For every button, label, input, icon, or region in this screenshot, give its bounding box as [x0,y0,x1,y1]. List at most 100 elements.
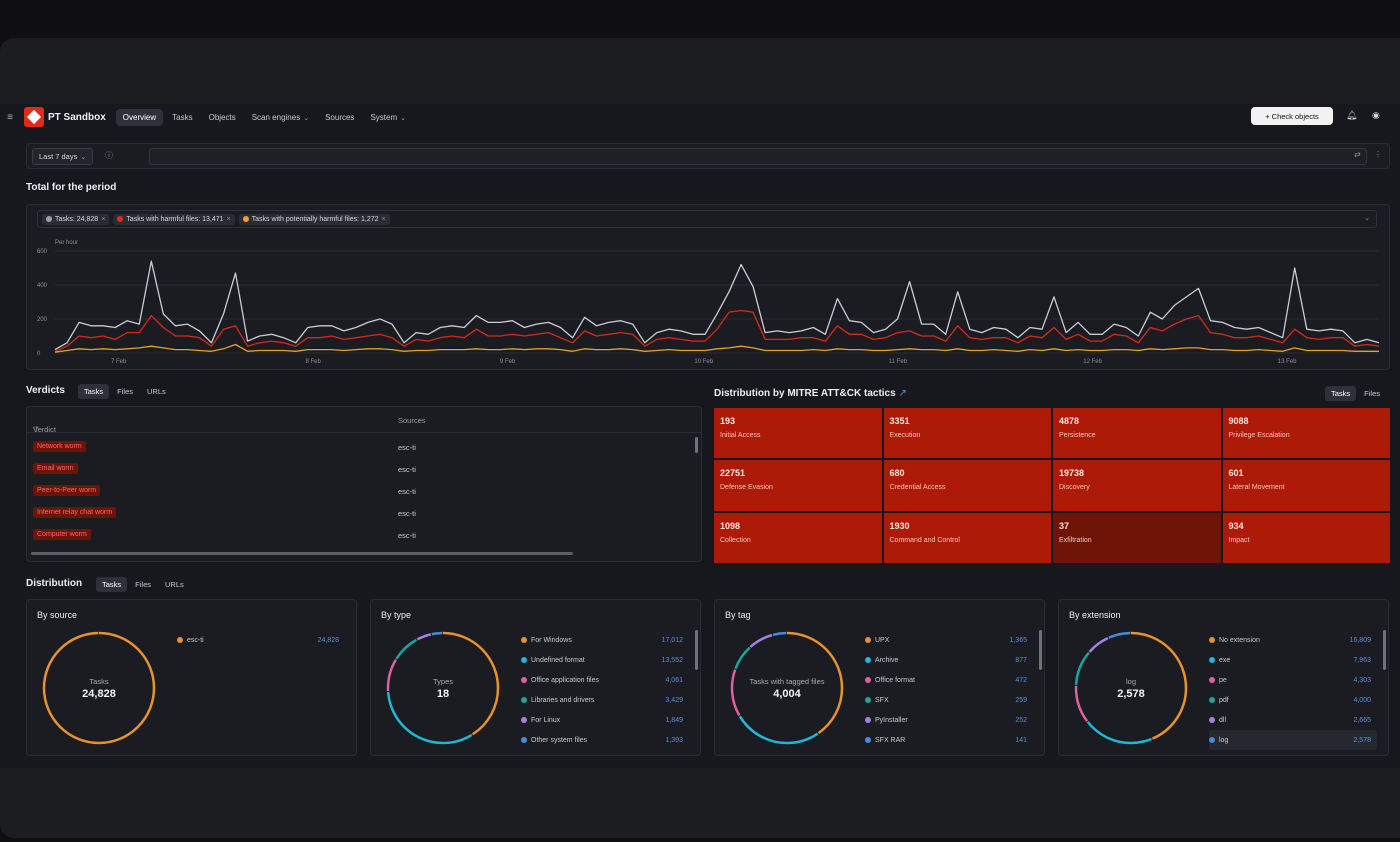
legend-item[interactable]: log 2,578 [1209,730,1377,750]
legend-item[interactable]: Office application files 4,061 [521,670,689,690]
legend-scrollbar[interactable] [1383,630,1386,670]
mitre-cell[interactable]: 19738 Discovery [1053,460,1221,511]
table-row[interactable]: Email worm esc-ti [27,459,701,481]
filter-icon[interactable]: ⊤ [33,425,40,434]
tab-files[interactable]: Files [117,387,134,396]
table-row[interactable]: Internet relay chat worm esc-ti [27,503,701,525]
legend-value[interactable]: 141 [1015,736,1027,744]
chevron-down-icon[interactable]: ⌄ [1364,215,1370,222]
legend-item[interactable]: Undefined format 13,552 [521,650,689,670]
mitre-cell[interactable]: 37 Exfiltration [1053,512,1221,563]
close-icon[interactable]: × [381,215,386,223]
legend-value[interactable]: 2,665 [1353,716,1371,724]
tab-tasks[interactable]: Tasks [96,577,128,592]
nav-tasks[interactable]: Tasks [172,112,193,122]
legend-dot-icon [865,737,871,743]
legend-value[interactable]: 13,552 [661,656,683,664]
donut-center-value: 4,004 [773,687,801,700]
legend-item[interactable]: No extension 16,809 [1209,630,1377,650]
mitre-cell[interactable]: 934 Impact [1222,512,1390,563]
filter-input[interactable] [149,148,1367,165]
legend-scrollbar[interactable] [695,630,698,670]
legend-value[interactable]: 17,012 [661,636,683,644]
nav-objects[interactable]: Objects [208,112,236,122]
legend-scrollbar[interactable] [1039,630,1042,670]
mitre-cell[interactable]: 4878 Persistence [1053,408,1221,459]
external-link-icon[interactable]: ↗ [898,388,907,399]
tab-tasks[interactable]: Tasks [1325,386,1357,401]
legend-value[interactable]: 2,578 [1353,736,1371,744]
mitre-cell[interactable]: 601 Lateral Movement [1222,460,1390,511]
legend-value[interactable]: 4,303 [1353,676,1371,684]
legend-item[interactable]: SFX 259 [865,690,1033,710]
x-tick-label: 8 Feb [305,359,321,365]
legend-value[interactable]: 7,963 [1353,656,1371,664]
legend-value[interactable]: 472 [1015,676,1027,684]
legend-item[interactable]: PyInstaller 252 [865,710,1033,730]
nav-sources[interactable]: Sources [325,112,355,122]
legend-value[interactable]: 16,809 [1349,636,1371,644]
check-objects-button[interactable]: + Check objects [1251,107,1333,125]
close-icon[interactable]: × [101,215,106,223]
legend-value[interactable]: 4,000 [1353,696,1371,704]
legend-value[interactable]: 1,365 [1009,636,1027,644]
legend-item[interactable]: Other system files 1,393 [521,730,689,750]
bell-icon[interactable]: 🔔︎ [1346,110,1358,120]
chip-potentially-harmful[interactable]: Tasks with potentially harmful files: 1,… [238,213,390,225]
legend-item[interactable]: UPX 1,365 [865,630,1033,650]
legend-item[interactable]: For Linux 1,849 [521,710,689,730]
legend-item[interactable]: Office format 472 [865,670,1033,690]
tab-urls[interactable]: URLs [165,580,184,589]
table-row[interactable]: Peer-to-Peer worm esc-ti [27,481,701,503]
mitre-cell[interactable]: 1098 Collection [714,512,882,563]
nav-scan-engines[interactable]: Scan engines ⌄ [251,112,310,122]
nav-system[interactable]: System ⌄ [370,112,406,122]
legend-item[interactable]: For Windows 17,012 [521,630,689,650]
table-row[interactable]: Network worm esc-ti [27,437,701,459]
legend-value[interactable]: 24,828 [317,636,339,644]
legend-item[interactable]: pdf 4,000 [1209,690,1377,710]
period-select[interactable]: Last 7 days ⌄ [32,148,94,165]
help-icon[interactable]: ◉ [1372,110,1380,120]
tab-files[interactable]: Files [1364,389,1381,398]
legend-item[interactable]: SFX RAR 141 [865,730,1033,750]
tab-files[interactable]: Files [135,580,152,589]
verdict-badge: Email worm [33,463,78,474]
legend-label: dll [1219,716,1227,724]
legend-value[interactable]: 1,393 [665,736,683,744]
donut-slice [42,631,156,745]
legend-item[interactable]: Archive 877 [865,650,1033,670]
mitre-cell[interactable]: 22751 Defense Evasion [714,460,882,511]
close-icon[interactable]: × [226,215,231,223]
legend-value[interactable]: 877 [1015,656,1027,664]
verdict-badge: Internet relay chat worm [33,507,117,518]
legend-item[interactable]: Libraries and drivers 3,429 [521,690,689,710]
filter-settings-icon[interactable]: ⇄ [1354,150,1361,159]
chip-tasks[interactable]: Tasks: 24,828 × [42,213,110,225]
chevron-down-icon: ⌄ [303,114,310,122]
vertical-scrollbar[interactable] [695,437,698,453]
legend-item[interactable]: dll 2,665 [1209,710,1377,730]
legend-value[interactable]: 4,061 [665,676,683,684]
tab-urls[interactable]: URLs [147,387,166,396]
legend-item[interactable]: exe 7,963 [1209,650,1377,670]
mitre-cell[interactable]: 3351 Execution [883,408,1051,459]
legend-value[interactable]: 252 [1015,716,1027,724]
mitre-cell[interactable]: 680 Credential Access [883,460,1051,511]
horizontal-scrollbar[interactable] [31,552,573,555]
nav-overview[interactable]: Overview [115,108,164,126]
hamburger-menu-icon[interactable]: ≡ [7,111,13,123]
legend-item[interactable]: pe 4,303 [1209,670,1377,690]
mitre-cell[interactable]: 9088 Privilege Escalation [1222,408,1390,459]
legend-value[interactable]: 259 [1015,696,1027,704]
mitre-cell[interactable]: 1930 Command and Control [883,512,1051,563]
legend-value[interactable]: 1,849 [665,716,683,724]
legend-item[interactable]: esc-ti 24,828 [177,630,345,650]
more-icon[interactable]: ⋮ [1374,150,1382,159]
mitre-cell[interactable]: 193 Initial Access [714,408,882,459]
y-tick-label: 200 [37,317,48,323]
table-row[interactable]: Computer worm esc-ti [27,525,701,547]
legend-value[interactable]: 3,429 [665,696,683,704]
chip-harmful[interactable]: Tasks with harmful files: 13,471 × [113,213,235,225]
tab-tasks[interactable]: Tasks [78,384,110,399]
